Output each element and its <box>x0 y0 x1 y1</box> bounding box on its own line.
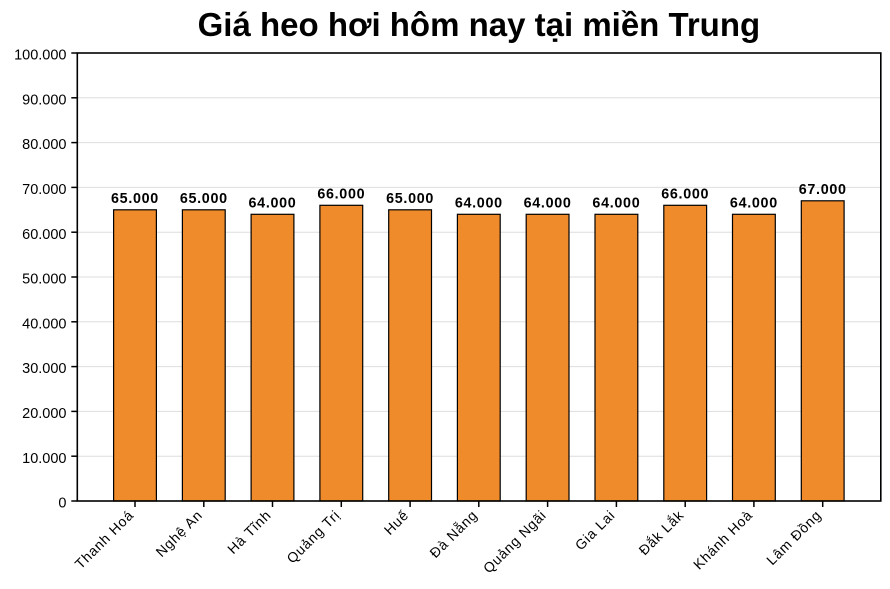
svg-text:65.000: 65.000 <box>180 191 228 207</box>
svg-text:100.000: 100.000 <box>14 48 66 64</box>
svg-text:90.000: 90.000 <box>22 92 66 108</box>
svg-text:65.000: 65.000 <box>386 191 434 207</box>
svg-text:65.000: 65.000 <box>111 191 159 207</box>
svg-text:66.000: 66.000 <box>661 187 709 203</box>
svg-text:40.000: 40.000 <box>22 316 66 332</box>
svg-text:64.000: 64.000 <box>730 196 778 212</box>
svg-text:10.000: 10.000 <box>22 451 66 467</box>
svg-text:80.000: 80.000 <box>22 137 66 153</box>
svg-text:64.000: 64.000 <box>249 196 297 212</box>
svg-text:70.000: 70.000 <box>22 182 66 198</box>
svg-text:67.000: 67.000 <box>799 182 847 198</box>
svg-text:30.000: 30.000 <box>22 361 66 377</box>
svg-text:20.000: 20.000 <box>22 406 66 422</box>
svg-text:Giá heo hơi hôm nay tại miền T: Giá heo hơi hôm nay tại miền Trung <box>198 6 761 43</box>
svg-text:0: 0 <box>58 496 66 512</box>
svg-text:60.000: 60.000 <box>22 227 66 243</box>
svg-text:50.000: 50.000 <box>22 272 66 288</box>
svg-text:66.000: 66.000 <box>317 187 365 203</box>
svg-text:64.000: 64.000 <box>524 196 572 212</box>
svg-text:64.000: 64.000 <box>592 196 640 212</box>
svg-text:64.000: 64.000 <box>455 196 503 212</box>
